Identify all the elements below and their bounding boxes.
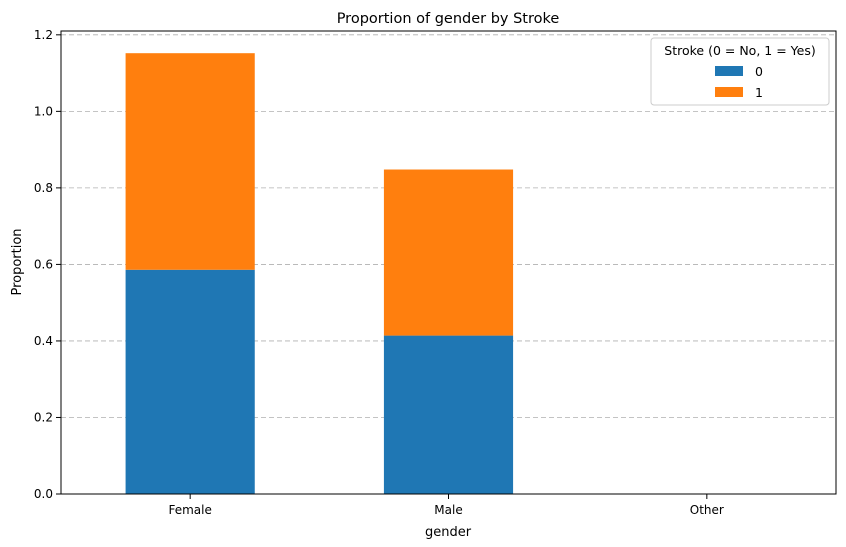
y-tick-label: 1.2 xyxy=(34,28,53,42)
bar-female-stroke-1 xyxy=(125,53,255,270)
y-axis-ticks: 0.0 0.2 0.4 0.6 0.8 1.0 1.2 xyxy=(34,28,61,501)
x-axis-ticks: Female Male Other xyxy=(168,494,724,517)
legend-label-0: 0 xyxy=(755,64,763,79)
bar-female-stroke-0 xyxy=(125,269,255,494)
legend-label-1: 1 xyxy=(755,85,763,100)
y-tick-label: 0.4 xyxy=(34,334,53,348)
y-tick-label: 1.0 xyxy=(34,104,53,118)
chart-title: Proportion of gender by Stroke xyxy=(337,11,560,27)
y-axis-label: Proportion xyxy=(10,228,25,295)
bars xyxy=(125,53,772,494)
x-tick-label: Male xyxy=(434,503,462,517)
x-tick-label: Other xyxy=(690,503,724,517)
x-axis-label: gender xyxy=(425,525,472,540)
legend: Stroke (0 = No, 1 = Yes) 0 1 xyxy=(650,37,830,106)
y-tick-label: 0.8 xyxy=(34,181,53,195)
legend-title: Stroke (0 = No, 1 = Yes) xyxy=(664,43,815,58)
y-tick-label: 0.2 xyxy=(34,410,53,424)
legend-swatch-0 xyxy=(715,66,743,76)
bar-male-stroke-1 xyxy=(383,169,514,336)
y-tick-label: 0.0 xyxy=(34,487,53,501)
legend-swatch-1 xyxy=(715,87,743,97)
x-tick-label: Female xyxy=(168,503,211,517)
y-tick-label: 0.6 xyxy=(34,257,53,271)
bar-male-stroke-0 xyxy=(383,335,514,494)
